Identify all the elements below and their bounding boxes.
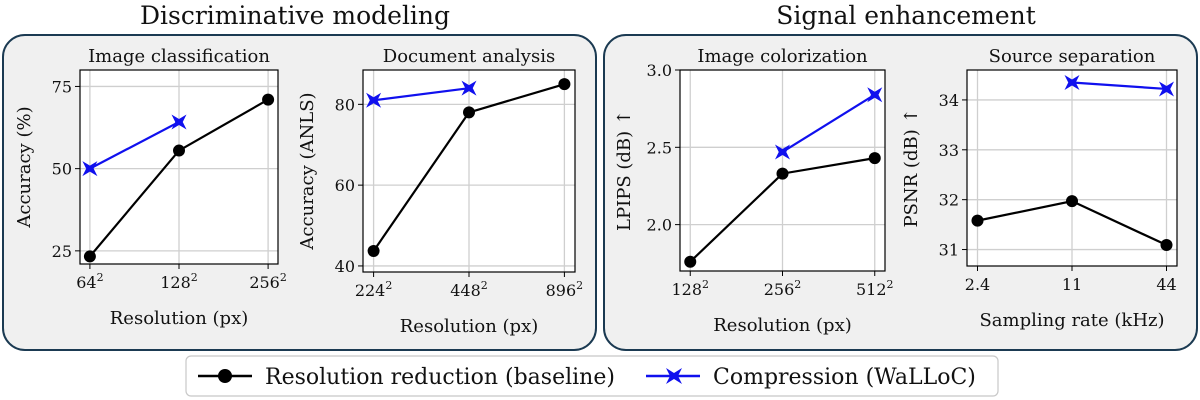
baseline-point	[684, 255, 697, 268]
compression-line	[373, 87, 470, 102]
compression-point	[366, 92, 382, 108]
compression-point	[171, 114, 187, 130]
compression-point	[775, 144, 790, 160]
legend-baseline-label: Resolution reduction (baseline)	[265, 365, 615, 390]
x-tick-label: 11	[1062, 275, 1082, 294]
x-axis-label: Resolution (px)	[713, 315, 852, 336]
group-title-discriminative: Discriminative modeling	[140, 1, 450, 30]
legend-box	[185, 355, 999, 397]
y-axis-label: LPIPS (dB) ↑	[614, 110, 635, 231]
y-tick-label: 32	[939, 191, 959, 210]
y-tick-label: 60	[335, 176, 355, 195]
baseline-point	[1066, 195, 1078, 208]
x-tick-label: 8962	[546, 279, 584, 300]
compression-line	[89, 120, 180, 170]
compression-line	[1071, 81, 1167, 91]
panel-title: Image colorization	[697, 46, 868, 67]
y-tick-label: 31	[939, 241, 959, 260]
y-axis-label: Accuracy (ANLS)	[297, 92, 318, 250]
compression-point	[461, 80, 477, 96]
legend: Resolution reduction (baseline) Compress…	[185, 355, 999, 397]
x-tick-label: 5122	[856, 278, 894, 299]
x-tick-label: 2.4	[965, 275, 990, 294]
x-tick-label: 4482	[450, 279, 488, 300]
panel-title: Document analysis	[383, 46, 555, 67]
y-tick-label: 50	[52, 160, 72, 179]
y-tick-label: 80	[335, 95, 355, 114]
panel-title: Source separation	[989, 46, 1156, 67]
baseline-point	[463, 106, 475, 119]
y-axis-label: Accuracy (%)	[14, 106, 35, 228]
panel-source-separation: 2.4 11 44 31 32 33 34 Source separation Sampling…	[901, 46, 1178, 331]
baseline-point	[776, 167, 789, 180]
compression-point	[1064, 74, 1080, 90]
y-axis-label: PSNR (dB) ↑	[901, 108, 922, 227]
x-tick-label: 2562	[764, 278, 802, 299]
panel-image-classification: 642 1282 2562 25 50 75 Image classification Res…	[14, 46, 287, 329]
baseline-point	[558, 78, 571, 91]
y-tick-label: 25	[52, 242, 72, 261]
baseline-point	[971, 214, 984, 227]
baseline-point	[83, 250, 96, 263]
y-tick-label: 34	[939, 91, 959, 110]
legend-baseline-marker	[218, 369, 232, 383]
baseline-point	[173, 144, 185, 157]
x-tick-label: 2242	[355, 279, 393, 300]
legend-compression-label: Compression (WaLLoC)	[713, 365, 976, 390]
baseline-point	[1160, 239, 1173, 252]
panel-title: Image classification	[88, 46, 270, 67]
baseline-point	[367, 244, 380, 257]
legend-compression-marker	[666, 368, 682, 384]
x-tick-label: 642	[76, 271, 103, 292]
y-tick-label: 2.5	[647, 138, 672, 157]
compression-line	[781, 93, 876, 153]
compression-point	[1159, 81, 1174, 97]
y-tick-label: 75	[52, 77, 72, 96]
baseline-point	[262, 93, 275, 106]
x-tick-label: 1282	[160, 271, 198, 292]
x-tick-label: 2562	[249, 271, 287, 292]
y-tick-label: 33	[939, 141, 959, 160]
compression-point	[867, 87, 883, 103]
x-tick-label: 44	[1156, 275, 1176, 294]
y-tick-label: 2.0	[647, 216, 672, 235]
x-axis-label: Sampling rate (kHz)	[979, 310, 1164, 331]
panel-document-analysis: 2242 4482 8962 40 60 80 Document analysis Resol…	[297, 46, 583, 337]
y-tick-label: 40	[335, 257, 355, 276]
x-axis-label: Resolution (px)	[110, 308, 249, 329]
group-title-signal: Signal enhancement	[776, 1, 1036, 30]
x-axis-label: Resolution (px)	[400, 316, 539, 337]
y-tick-label: 3.0	[647, 61, 672, 80]
compression-point	[82, 161, 98, 177]
baseline-point	[868, 152, 881, 165]
x-tick-label: 1282	[671, 278, 709, 299]
panel-image-colorization: 1282 2562 5122 2.0 2.5 3.0 Image colorization R…	[614, 46, 894, 336]
